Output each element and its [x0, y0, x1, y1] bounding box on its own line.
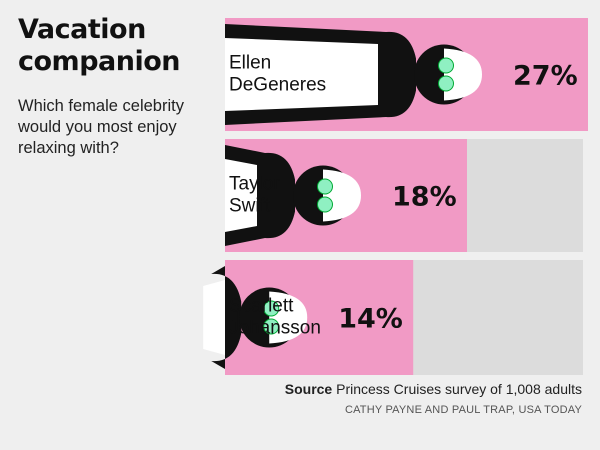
cucumber-icon [317, 178, 333, 195]
page-subtitle: Which female celebrity would you most en… [18, 97, 184, 157]
credit-line: CATHY PAYNE AND PAUL TRAP, USA TODAY [344, 404, 582, 416]
head-towel [444, 48, 482, 101]
cucumber-icon [438, 57, 454, 74]
cucumber-icon [263, 318, 280, 335]
category-label-line: DeGeneres [229, 75, 326, 96]
towel [203, 280, 225, 355]
category-label: Taylor Swift [229, 174, 280, 217]
value-label: 14% [338, 304, 403, 335]
cucumber-icon [263, 300, 280, 317]
cucumber-icon [438, 75, 454, 92]
head-towel [323, 169, 361, 222]
bar-group: Ellen DeGeneres 27% [225, 18, 588, 131]
value-label: 18% [392, 182, 457, 213]
category-label-line: Taylor [229, 174, 280, 195]
category-label-line: Swift [229, 196, 271, 217]
bar-group: Taylor Swift 18% [225, 139, 583, 252]
figure-body [211, 266, 242, 369]
value-label: 27% [513, 61, 578, 92]
head-towel [269, 291, 308, 344]
cucumber-icon [317, 196, 333, 213]
category-label-line: Johansson [229, 318, 321, 339]
category-label-line: Ellen [229, 53, 271, 74]
source-note: Source Princess Cruises survey of 1,008 … [285, 381, 582, 397]
source-label: Source [284, 381, 333, 397]
category-label: Ellen DeGeneres [229, 53, 326, 96]
bar-group: Scarlett Johansson 14% [203, 260, 583, 375]
category-label: Scarlett Johansson [229, 296, 321, 339]
towel [225, 159, 257, 232]
towel [225, 38, 378, 111]
source-text: Princess Cruises survey of 1,008 adults [336, 381, 582, 397]
page-title: Vacation companion [18, 14, 180, 77]
category-label-line: Scarlett [229, 296, 294, 317]
